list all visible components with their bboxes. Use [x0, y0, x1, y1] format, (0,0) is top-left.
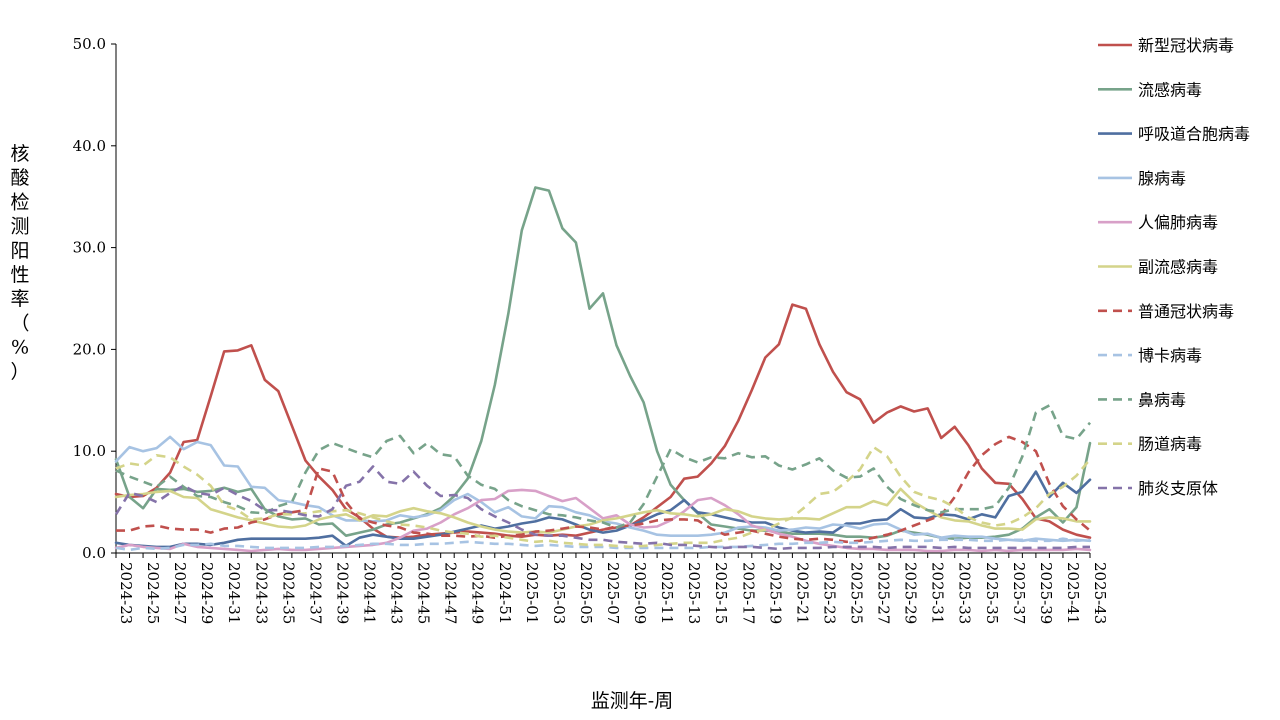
x-tick-label: 2025-07: [604, 562, 622, 624]
x-tick-label: 2024-27: [171, 562, 189, 624]
x-tick-label: 2024-35: [279, 562, 297, 624]
series-line-0: [114, 303, 1092, 540]
x-tick-label: 2025-39: [1037, 562, 1055, 624]
x-tick-label: 2024-29: [198, 562, 216, 624]
legend: 新型冠状病毒流感病毒呼吸道合胞病毒腺病毒人偏肺病毒副流感病毒普通冠状病毒博卡病毒…: [1098, 36, 1250, 498]
x-tick-label: 2025-15: [712, 562, 730, 624]
y-axis: 0.0 10.0 20.0 30.0 40.0 50.0: [73, 35, 117, 562]
legend-label-1: 流感病毒: [1138, 80, 1202, 99]
legend-label-5: 副流感病毒: [1138, 258, 1218, 277]
y-tick-label: 0.0: [82, 544, 106, 562]
y-tick-label: 50.0: [73, 35, 106, 53]
x-tick-label: 2024-47: [442, 562, 460, 624]
x-tick-label: 2025-41: [1064, 562, 1082, 624]
x-tick-label: 2025-27: [875, 562, 893, 624]
legend-label-3: 腺病毒: [1138, 169, 1186, 188]
legend-label-9: 肠道病毒: [1138, 435, 1202, 454]
x-tick-label: 2025-25: [848, 562, 866, 624]
x-tick-label: 2025-01: [523, 562, 541, 624]
x-tick-label: 2025-13: [685, 562, 703, 624]
x-tick-label: 2024-23: [117, 562, 135, 624]
series-line-2: [114, 470, 1092, 549]
y-axis-title: 核酸检测阳性率（%）: [10, 143, 29, 383]
series-line-4: [114, 488, 1092, 553]
legend-label-7: 博卡病毒: [1138, 346, 1202, 365]
x-tick-label: 2025-33: [956, 562, 974, 624]
x-tick-label: 2025-37: [1010, 562, 1028, 624]
x-tick-label: 2024-41: [361, 562, 379, 624]
series-lines: [114, 186, 1092, 553]
x-axis: 2024-23 2024-25 2024-27 2024-29 2024-31 2024-…: [115, 552, 1109, 624]
x-tick-label: 2024-31: [225, 562, 243, 624]
x-tick-label: 2025-21: [793, 562, 811, 624]
x-tick-label: 2024-49: [469, 562, 487, 624]
x-axis-title: 监测年-周: [591, 690, 673, 712]
series-line-8: [115, 404, 1092, 529]
x-tick-label: 2024-33: [252, 562, 270, 624]
x-tick-label: 2025-29: [902, 562, 920, 624]
x-tick-label: 2025-05: [577, 562, 595, 624]
y-tick-label: 10.0: [73, 442, 106, 460]
y-tick-label: 30.0: [73, 239, 106, 257]
x-tick-label: 2024-51: [496, 562, 514, 624]
legend-label-6: 普通冠状病毒: [1138, 302, 1234, 321]
legend-label-0: 新型冠状病毒: [1138, 36, 1234, 55]
x-tick-label: 2025-09: [631, 562, 649, 624]
legend-label-2: 呼吸道合胞病毒: [1138, 125, 1250, 144]
x-tick-label: 2024-37: [306, 562, 324, 624]
x-tick-label: 2025-17: [739, 562, 757, 624]
x-tick-label: 2025-31: [929, 562, 947, 624]
x-tick-label: 2025-43: [1091, 562, 1109, 624]
series-line-7: [115, 537, 1091, 552]
x-tick-label: 2024-39: [333, 562, 351, 624]
series-line-6: [116, 435, 1091, 544]
x-tick-label: 2024-45: [415, 562, 433, 624]
legend-label-4: 人偏肺病毒: [1138, 213, 1218, 232]
x-tick-label: 2024-43: [388, 562, 406, 624]
y-tick-label: 40.0: [73, 137, 106, 155]
x-tick-label: 2025-35: [983, 562, 1001, 624]
x-tick-label: 2025-19: [766, 562, 784, 624]
legend-label-8: 鼻病毒: [1138, 390, 1186, 409]
x-tick-label: 2024-25: [144, 562, 162, 624]
x-tick-label: 2025-03: [550, 562, 568, 624]
legend-label-10: 肺炎支原体: [1138, 479, 1218, 498]
x-tick-label: 2025-11: [658, 562, 676, 624]
series-line-3: [114, 435, 1092, 543]
x-tick-label: 2025-23: [820, 562, 838, 624]
y-tick-label: 20.0: [73, 340, 106, 358]
series-line-1: [114, 186, 1092, 541]
